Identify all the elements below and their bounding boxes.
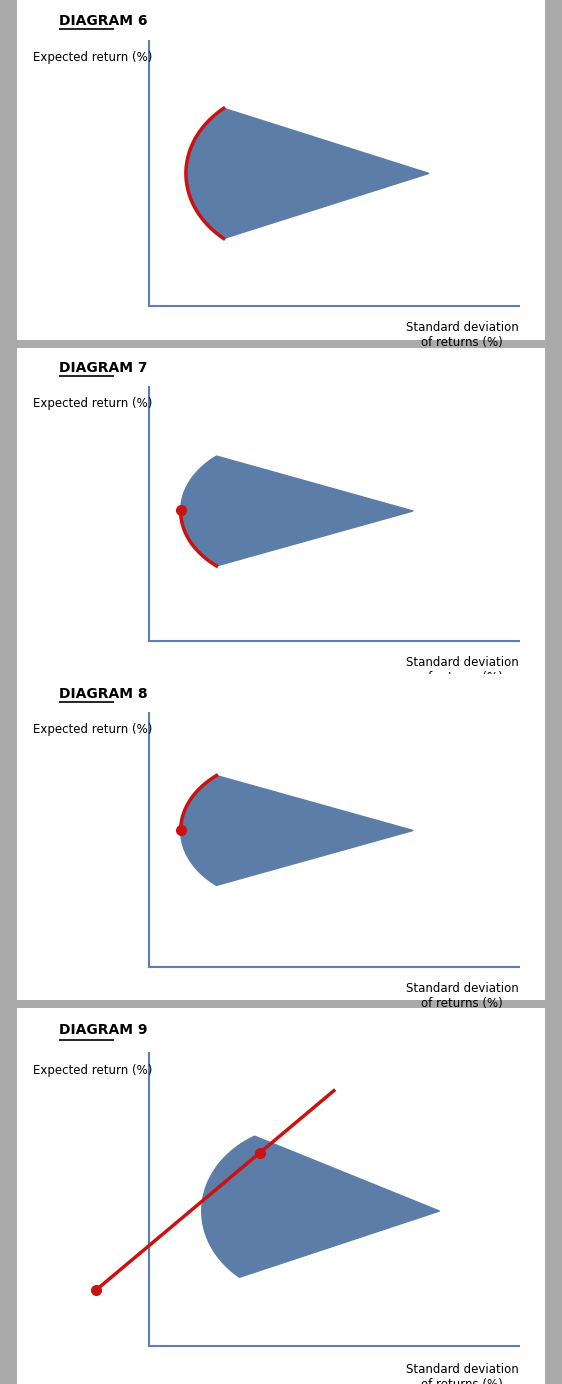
- Text: DIAGRAM 6: DIAGRAM 6: [59, 14, 148, 28]
- Text: Standard deviation
of returns (%): Standard deviation of returns (%): [406, 656, 519, 684]
- Text: Expected return (%): Expected return (%): [33, 1064, 152, 1077]
- Polygon shape: [180, 457, 413, 566]
- Polygon shape: [180, 775, 413, 886]
- Text: Expected return (%): Expected return (%): [33, 722, 152, 736]
- Polygon shape: [186, 108, 429, 238]
- Text: Expected return (%): Expected return (%): [33, 397, 152, 410]
- Text: DIAGRAM 7: DIAGRAM 7: [59, 361, 148, 375]
- Text: Standard deviation
of returns (%): Standard deviation of returns (%): [406, 1363, 519, 1384]
- Text: DIAGRAM 9: DIAGRAM 9: [59, 1023, 148, 1037]
- Text: Standard deviation
of returns (%): Standard deviation of returns (%): [406, 983, 519, 1010]
- Text: Expected return (%): Expected return (%): [33, 51, 152, 64]
- Polygon shape: [202, 1136, 439, 1277]
- Text: DIAGRAM 8: DIAGRAM 8: [59, 686, 148, 702]
- Text: Standard deviation
of returns (%): Standard deviation of returns (%): [406, 321, 519, 349]
